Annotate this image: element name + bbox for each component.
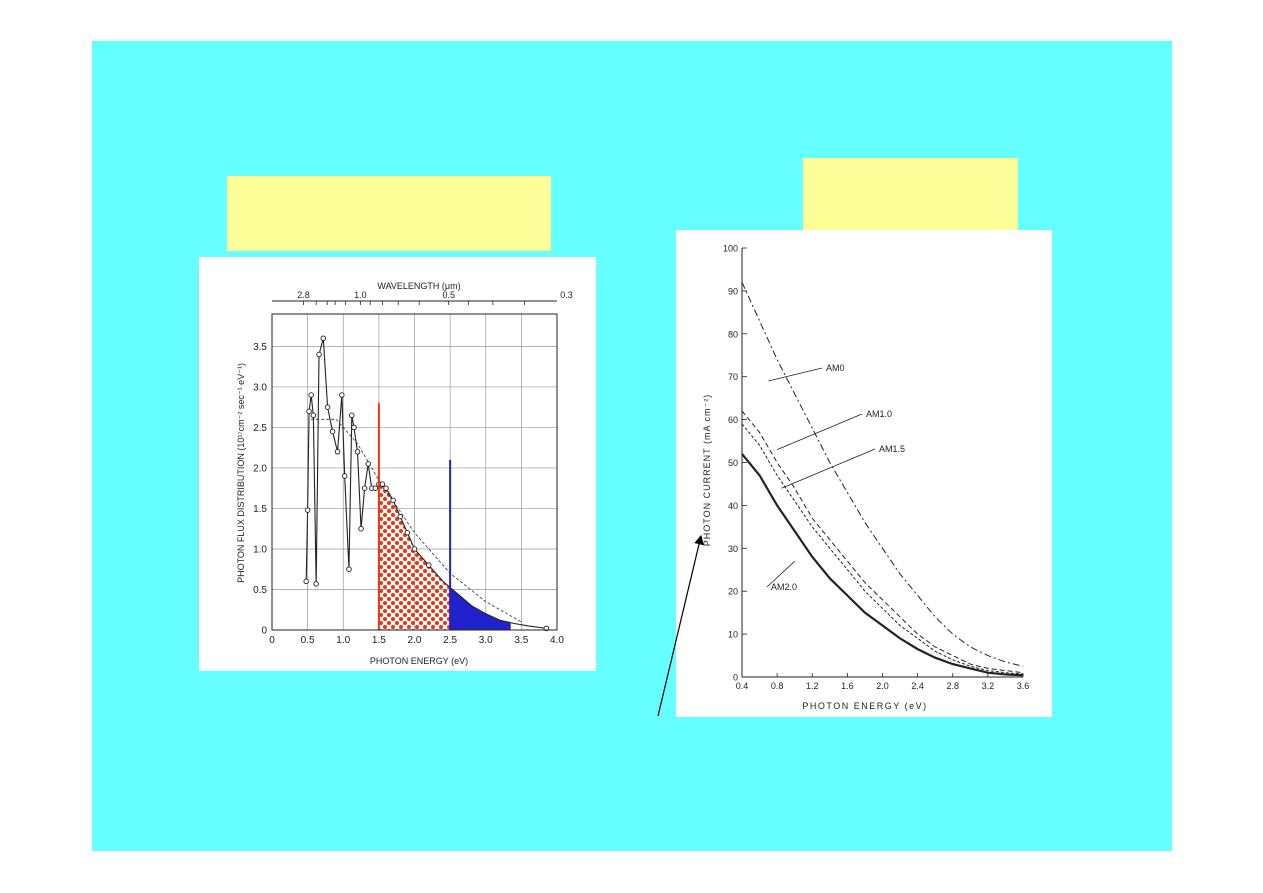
y-tick-label: 30 [728, 544, 738, 554]
flux-data-point [404, 530, 411, 536]
x-tick-label: 1.5 [372, 635, 386, 646]
x-tick-label: 2.8 [946, 681, 959, 691]
flux-data-point [349, 412, 355, 419]
caption-box-left [227, 176, 551, 251]
flux-data-point [397, 513, 403, 520]
flux-data-point [411, 546, 418, 552]
series-line-am15 [741, 423, 1024, 675]
top-axis-tick-label: 0.5 [442, 290, 455, 300]
flux-data-point [354, 448, 361, 455]
x-tick-label: 0 [269, 635, 275, 646]
y-tick-label: 100 [723, 244, 738, 254]
series-line-am20 [741, 453, 1024, 677]
shaded-region-red [378, 484, 451, 630]
top-axis-tick-label: 2.8 [297, 290, 310, 300]
x-tick-label: 3.6 [1017, 681, 1030, 691]
flux-data-point [346, 566, 352, 572]
caption-box-right [803, 158, 1018, 243]
flux-data-point [303, 578, 309, 585]
y-tick-label: 2.0 [253, 463, 267, 474]
series-line-am10 [741, 410, 1024, 674]
y-tick-label: 80 [728, 329, 738, 339]
flux-data-point [313, 581, 319, 587]
flux-data-point [320, 335, 327, 342]
flux-data-point [372, 485, 379, 491]
y-tick-label: 70 [728, 372, 738, 382]
x-tick-label: 4.0 [550, 635, 564, 646]
series-leader-line [768, 367, 823, 382]
flux-data-point [365, 461, 371, 467]
flux-data-point [334, 448, 341, 455]
x-tick-label: 0.5 [301, 635, 315, 646]
shaded-region-blue [450, 587, 511, 630]
x-axis-label: PHOTON ENERGY (eV) [370, 656, 468, 666]
y-tick-label: 40 [728, 501, 738, 511]
top-axis-label: WAVELENGTH (μm) [377, 281, 460, 291]
series-leader-line [766, 560, 795, 588]
y-tick-label: 1.0 [253, 544, 267, 555]
x-tick-label: 3.2 [982, 681, 995, 691]
flux-data-point [310, 412, 317, 419]
y-tick-label: 0.5 [253, 585, 267, 596]
y-axis-label: PHOTON CURRENT (mA cm⁻²) [702, 394, 712, 546]
series-leader-line [776, 413, 863, 450]
x-tick-label: 2.0 [876, 681, 889, 691]
x-tick-label: 0.4 [736, 681, 749, 691]
current-chart-panel: PHOTON ENERGY (eV) PHOTON CURRENT (mA cm… [676, 230, 1052, 717]
flux-data-point [379, 481, 386, 487]
flux-data-point [361, 485, 368, 491]
flux-data-point [304, 507, 311, 513]
top-axis-tick-label: 1.0 [354, 290, 367, 300]
x-tick-label: 1.0 [336, 635, 350, 646]
y-tick-label: 2.5 [253, 423, 267, 434]
x-tick-label: 2.0 [408, 635, 422, 646]
y-tick-label: 0 [733, 673, 738, 683]
x-tick-label: 0.8 [771, 681, 784, 691]
flux-chart-panel: WAVELENGTH (μm) PHOTON ENERGY (eV) PHOTO… [199, 257, 596, 671]
series-line-am0 [741, 282, 1024, 667]
flux-data-point [383, 485, 389, 491]
y-tick-label: 3.5 [253, 342, 267, 353]
series-label: AM1.5 [879, 444, 905, 454]
x-tick-label: 3.0 [479, 635, 493, 646]
plot-frame [271, 313, 558, 631]
x-tick-label: 1.2 [806, 681, 819, 691]
y-tick-label: 20 [728, 587, 738, 597]
flux-data-point [324, 404, 331, 410]
series-label: AM0 [826, 363, 845, 373]
y-tick-label: 3.0 [253, 382, 267, 393]
photon-current-chart: PHOTON ENERGY (eV) PHOTON CURRENT (mA cm… [702, 244, 1030, 712]
x-tick-label: 3.5 [514, 635, 528, 646]
y-tick-label: 1.5 [253, 504, 267, 515]
y-tick-label: 50 [728, 458, 738, 468]
flux-data-point [390, 497, 396, 504]
flux-data-point [425, 562, 432, 568]
series-leader-line [781, 448, 876, 489]
photon-flux-chart: WAVELENGTH (μm) PHOTON ENERGY (eV) PHOTO… [236, 281, 573, 666]
y-tick-label: 0 [261, 626, 267, 637]
flux-data-point [308, 392, 314, 398]
flux-data-point [329, 428, 336, 435]
x-tick-label: 1.6 [841, 681, 854, 691]
flux-data-point [351, 424, 357, 431]
flux-series-line [305, 338, 547, 629]
flux-data-point [341, 473, 348, 479]
pointer-arrow [657, 534, 704, 717]
x-tick-label: 2.4 [911, 681, 924, 691]
x-tick-label: 2.5 [443, 635, 457, 646]
y-axis-label: PHOTON FLUX DISTRIBUTION (10¹⁷cm⁻² sec⁻¹… [236, 363, 246, 583]
y-tick-label: 90 [728, 286, 738, 296]
series-label: AM1.0 [866, 409, 892, 419]
flux-data-point [306, 408, 312, 414]
y-tick-label: 10 [728, 630, 738, 640]
top-axis-tick-label: 0.3 [560, 290, 573, 300]
flux-data-point [316, 351, 322, 358]
flux-data-point [339, 392, 345, 398]
series-label: AM2.0 [771, 582, 797, 592]
flux-data-point [358, 525, 364, 532]
x-axis-label: PHOTON ENERGY (eV) [802, 701, 927, 711]
y-tick-label: 60 [728, 415, 738, 425]
